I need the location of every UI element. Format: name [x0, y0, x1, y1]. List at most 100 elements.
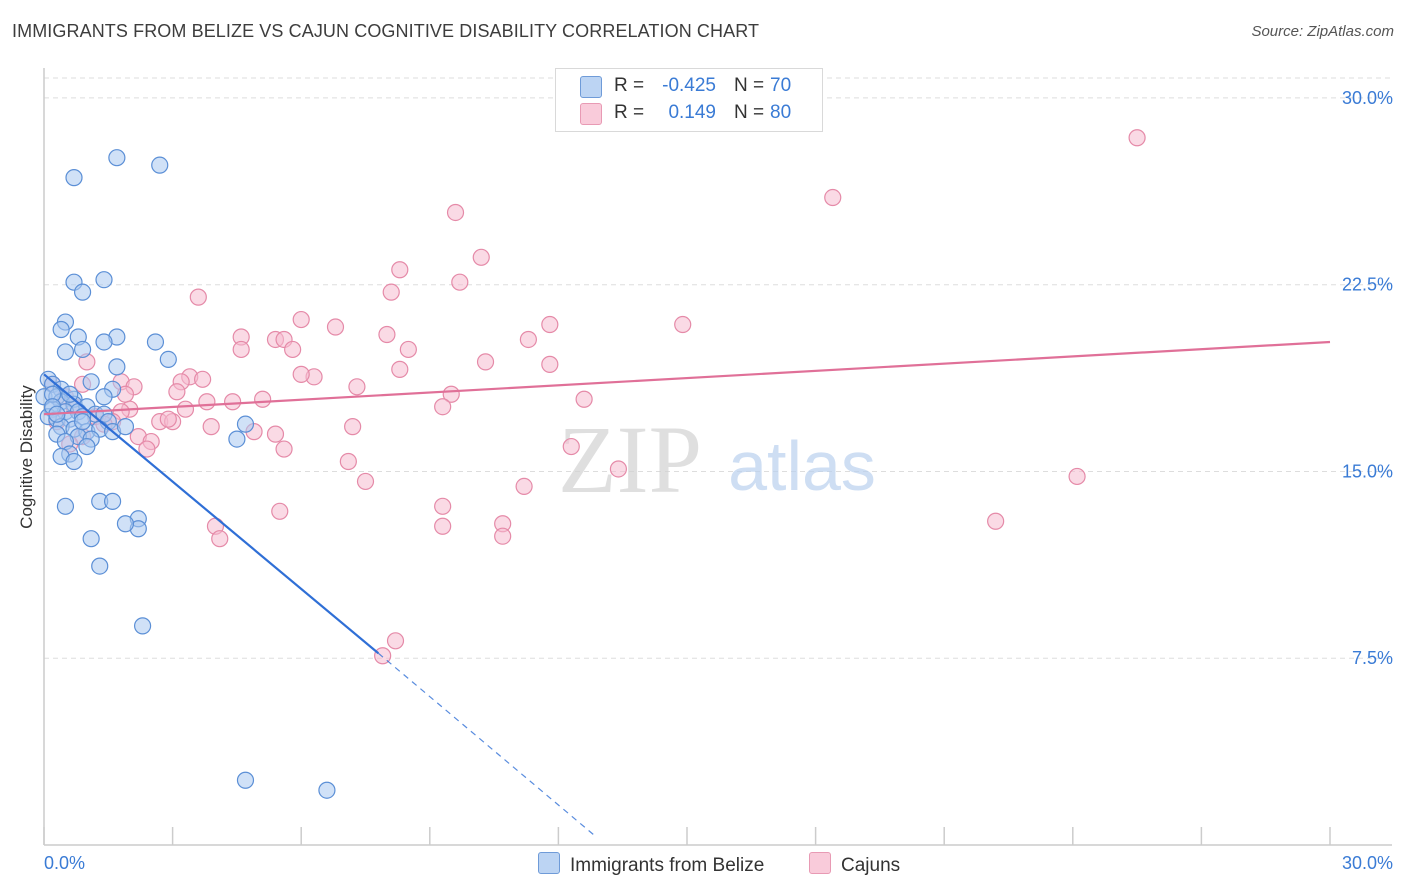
data-point — [133, 617, 152, 635]
data-point — [108, 358, 126, 376]
data-point — [56, 343, 75, 361]
data-point — [159, 350, 177, 368]
data-point — [1128, 129, 1146, 147]
data-point — [344, 418, 362, 436]
data-point — [116, 418, 135, 436]
data-point — [575, 390, 593, 408]
data-point — [159, 410, 177, 428]
data-point — [434, 398, 452, 416]
trend-line-belize-extension — [377, 652, 598, 838]
data-point — [194, 370, 212, 388]
data-point — [103, 492, 122, 510]
data-point — [236, 415, 255, 433]
legend-r-value-cajuns: 0.149 — [668, 102, 716, 123]
legend-r-label: R = — [614, 75, 645, 96]
legend-n-value-cajuns: 80 — [770, 102, 792, 123]
legend-r-value-belize: -0.425 — [662, 75, 716, 96]
data-point — [386, 632, 405, 650]
data-point — [198, 393, 216, 411]
data-point — [292, 310, 310, 329]
data-point — [224, 393, 242, 411]
data-point — [541, 355, 559, 373]
data-point — [382, 283, 400, 301]
data-point — [266, 425, 285, 443]
x-tick-label-max: 30.0% — [1342, 853, 1393, 873]
data-point — [275, 440, 293, 458]
data-point — [116, 515, 135, 533]
data-point — [91, 557, 109, 575]
data-point — [95, 271, 113, 289]
data-point — [271, 502, 289, 520]
data-point — [609, 460, 628, 478]
data-point — [168, 383, 186, 401]
data-point — [987, 512, 1005, 530]
trend-lines — [43, 340, 1331, 838]
watermark-atlas: atlas — [728, 427, 876, 505]
data-point — [82, 530, 100, 548]
data-point — [228, 430, 246, 448]
data-point — [378, 325, 396, 344]
data-point — [1068, 467, 1086, 486]
data-point — [562, 437, 580, 456]
data-point — [824, 188, 842, 207]
data-point — [434, 517, 452, 535]
belize-points — [35, 149, 336, 799]
bottom-legend-swatch-belize — [538, 852, 560, 874]
data-point — [446, 203, 465, 222]
bottom-legend-cajuns: Cajuns — [809, 852, 900, 877]
data-point — [189, 288, 207, 306]
data-point — [318, 781, 336, 799]
data-point — [151, 156, 169, 174]
data-point — [348, 378, 366, 396]
data-point — [674, 315, 692, 334]
data-point — [52, 320, 70, 339]
data-point — [515, 477, 533, 496]
x-tick-label-min: 0.0% — [44, 853, 85, 873]
data-point — [82, 373, 100, 391]
bottom-legend-label-cajuns: Cajuns — [841, 855, 901, 876]
data-point — [73, 283, 92, 301]
legend-n-label: N = — [734, 102, 765, 123]
bottom-legend-belize: Immigrants from Belize — [538, 852, 764, 877]
legend-n-label: N = — [734, 75, 765, 96]
data-point — [326, 318, 345, 336]
data-point — [399, 340, 417, 359]
data-point — [391, 360, 409, 378]
data-point — [519, 330, 537, 349]
y-tick-label: 7.5% — [1352, 648, 1393, 668]
data-point — [95, 333, 113, 351]
chart-title: IMMIGRANTS FROM BELIZE VS CAJUN COGNITIV… — [12, 21, 760, 41]
y-tick-label: 30.0% — [1342, 88, 1393, 108]
cajuns-points — [43, 129, 1146, 665]
data-point — [65, 452, 83, 471]
data-point — [494, 527, 512, 545]
trend-line-belize — [43, 373, 380, 655]
data-point — [108, 149, 126, 167]
data-point — [232, 340, 250, 359]
data-point — [476, 353, 495, 371]
data-point — [56, 497, 75, 515]
data-point — [78, 437, 96, 456]
tick-labels: 7.5% 15.0% 22.5% 30.0% 0.0% 30.0% — [44, 88, 1393, 873]
axes — [43, 68, 1392, 846]
data-point — [472, 248, 490, 266]
data-point — [138, 440, 156, 458]
data-point — [451, 273, 469, 291]
data-point — [211, 530, 229, 548]
bottom-legend-swatch-cajuns — [809, 852, 831, 874]
legend-swatch-belize — [580, 76, 602, 98]
data-point — [292, 365, 310, 383]
legend-swatch-cajuns — [580, 103, 602, 125]
data-point — [391, 261, 409, 279]
data-point — [254, 390, 272, 408]
trend-line-cajuns — [43, 340, 1331, 416]
data-point — [176, 400, 195, 418]
source-label: Source: ZipAtlas.com — [1251, 23, 1394, 40]
data-point — [434, 497, 452, 515]
data-point — [73, 413, 92, 431]
legend-row-belize: R = -0.425 N = 70 — [556, 73, 822, 100]
data-point — [541, 315, 559, 334]
data-point — [146, 333, 165, 351]
data-point — [65, 169, 83, 187]
